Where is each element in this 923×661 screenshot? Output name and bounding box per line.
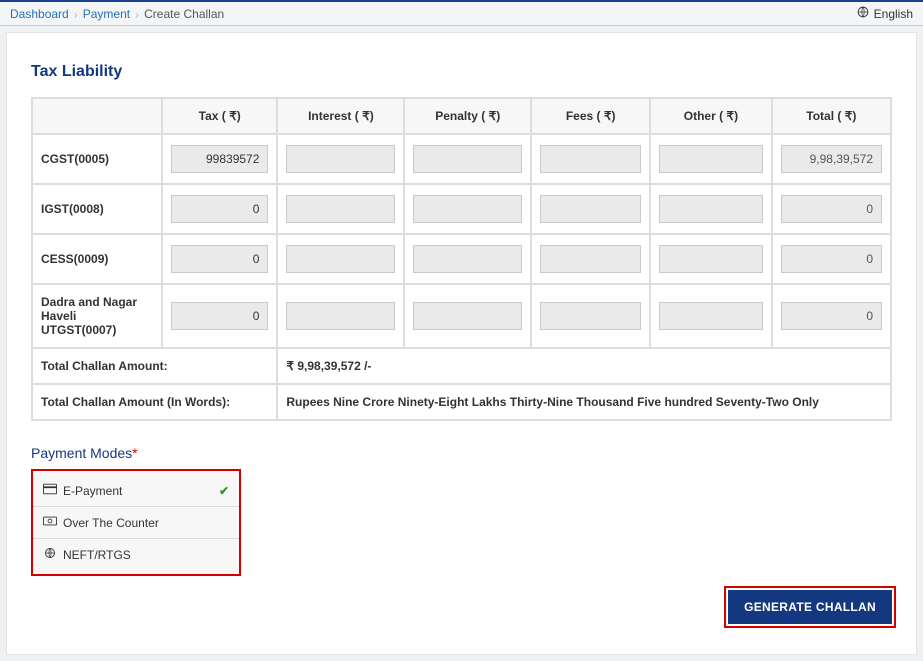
row-label-igst: IGST(0008)	[32, 184, 162, 234]
payment-mode-label: NEFT/RTGS	[63, 548, 131, 562]
total-amount-label: Total Challan Amount:	[32, 348, 277, 384]
utgst-total	[781, 302, 882, 330]
breadcrumb: Dashboard › Payment › Create Challan	[10, 7, 224, 21]
igst-interest-input[interactable]	[286, 195, 395, 223]
cess-penalty-input[interactable]	[413, 245, 522, 273]
payment-modes-box: E-Payment ✔ Over The Counter NEFT/RTGS	[31, 469, 241, 576]
igst-other-input[interactable]	[659, 195, 762, 223]
payment-mode-label: E-Payment	[63, 484, 122, 498]
cgst-fees-input[interactable]	[540, 145, 641, 173]
payment-modes-title: Payment Modes*	[31, 445, 892, 461]
total-words-row: Total Challan Amount (In Words): Rupees …	[32, 384, 891, 420]
cess-other-input[interactable]	[659, 245, 762, 273]
igst-tax-input[interactable]	[171, 195, 268, 223]
cgst-tax-input[interactable]	[171, 145, 268, 173]
col-total: Total ( ₹)	[772, 98, 891, 134]
col-other: Other ( ₹)	[650, 98, 771, 134]
chevron-right-icon: ›	[135, 10, 138, 21]
main-panel: Tax Liability Tax ( ₹) Interest ( ₹) Pen…	[6, 32, 917, 655]
table-row: Dadra and Nagar Haveli UTGST(0007)	[32, 284, 891, 348]
payment-mode-epayment[interactable]: E-Payment ✔	[33, 475, 239, 507]
breadcrumb-current: Create Challan	[144, 7, 224, 21]
utgst-tax-input[interactable]	[171, 302, 268, 330]
breadcrumb-dashboard[interactable]: Dashboard	[10, 7, 69, 21]
total-words-value: Rupees Nine Crore Ninety-Eight Lakhs Thi…	[277, 384, 891, 420]
igst-total	[781, 195, 882, 223]
chevron-right-icon: ›	[74, 10, 77, 21]
cash-icon	[43, 515, 57, 530]
table-row: CGST(0005)	[32, 134, 891, 184]
payment-mode-label: Over The Counter	[63, 516, 159, 530]
check-icon: ✔	[219, 484, 229, 498]
generate-challan-button[interactable]: GENERATE CHALLAN	[728, 590, 892, 624]
total-amount-value: ₹ 9,98,39,572 /-	[277, 348, 891, 384]
cgst-penalty-input[interactable]	[413, 145, 522, 173]
cess-interest-input[interactable]	[286, 245, 395, 273]
breadcrumb-payment[interactable]: Payment	[83, 7, 130, 21]
cess-fees-input[interactable]	[540, 245, 641, 273]
utgst-penalty-input[interactable]	[413, 302, 522, 330]
globe-icon	[856, 6, 870, 21]
payment-mode-neft[interactable]: NEFT/RTGS	[33, 539, 239, 570]
language-selector[interactable]: English	[856, 6, 913, 21]
row-label-cess: CESS(0009)	[32, 234, 162, 284]
globe-icon	[43, 547, 57, 562]
top-bar: Dashboard › Payment › Create Challan Eng…	[0, 0, 923, 26]
total-words-label: Total Challan Amount (In Words):	[32, 384, 277, 420]
cgst-total	[781, 145, 882, 173]
utgst-interest-input[interactable]	[286, 302, 395, 330]
page-title: Tax Liability	[31, 63, 892, 81]
col-blank	[32, 98, 162, 134]
table-row: IGST(0008)	[32, 184, 891, 234]
table-row: CESS(0009)	[32, 234, 891, 284]
col-tax: Tax ( ₹)	[162, 98, 277, 134]
col-interest: Interest ( ₹)	[277, 98, 404, 134]
igst-penalty-input[interactable]	[413, 195, 522, 223]
total-amount-row: Total Challan Amount: ₹ 9,98,39,572 /-	[32, 348, 891, 384]
igst-fees-input[interactable]	[540, 195, 641, 223]
row-label-cgst: CGST(0005)	[32, 134, 162, 184]
utgst-other-input[interactable]	[659, 302, 762, 330]
utgst-fees-input[interactable]	[540, 302, 641, 330]
payment-mode-otc[interactable]: Over The Counter	[33, 507, 239, 539]
cgst-interest-input[interactable]	[286, 145, 395, 173]
cess-tax-input[interactable]	[171, 245, 268, 273]
tax-liability-table: Tax ( ₹) Interest ( ₹) Penalty ( ₹) Fees…	[31, 97, 892, 421]
cgst-other-input[interactable]	[659, 145, 762, 173]
col-penalty: Penalty ( ₹)	[404, 98, 531, 134]
card-icon	[43, 483, 57, 498]
language-label: English	[874, 7, 913, 21]
cess-total	[781, 245, 882, 273]
col-fees: Fees ( ₹)	[531, 98, 650, 134]
row-label-utgst: Dadra and Nagar Haveli UTGST(0007)	[32, 284, 162, 348]
